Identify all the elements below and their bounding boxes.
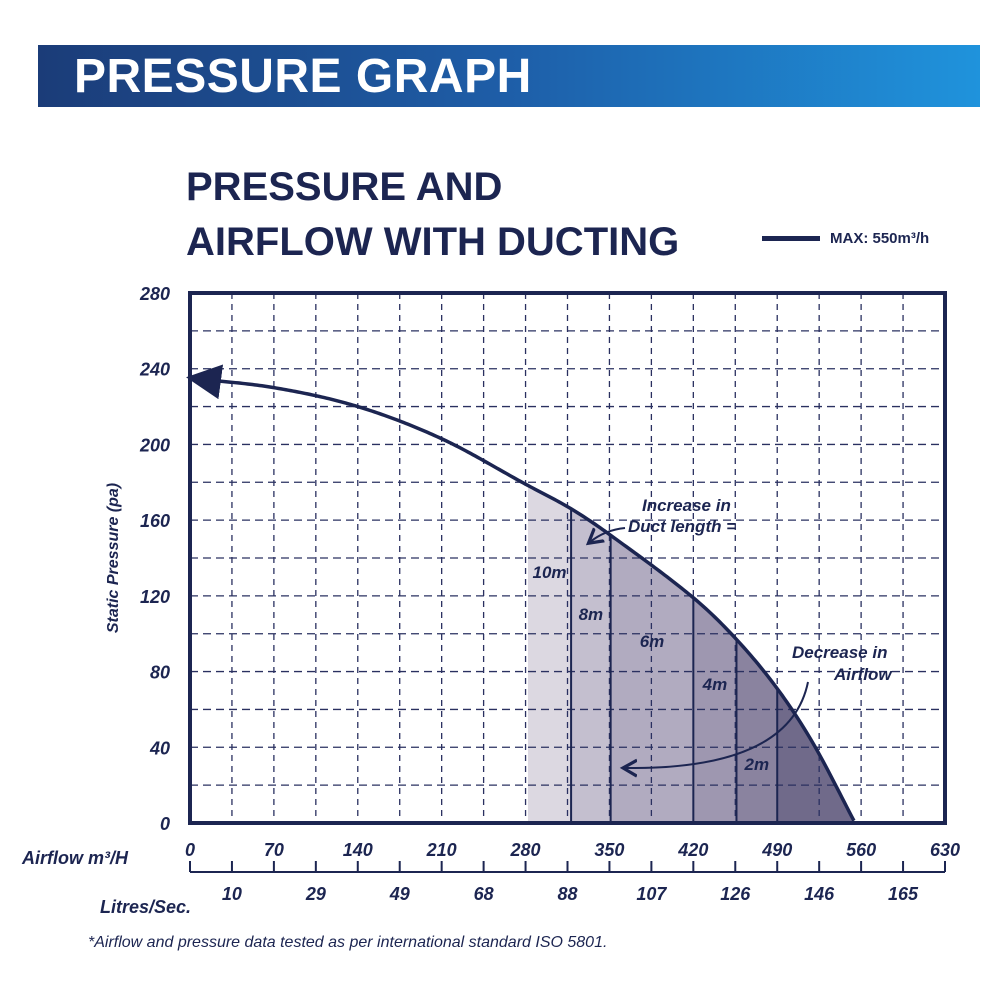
x-tick-label: 490	[761, 840, 792, 860]
legend-label: MAX: 550m³/h	[830, 230, 930, 247]
footnote: *Airflow and pressure data tested as per…	[88, 934, 608, 951]
pressure-curve	[189, 376, 856, 822]
legend: MAX: 550m³/h	[762, 230, 929, 247]
x2-tick-label: 49	[389, 884, 410, 904]
x2-tick-label: 126	[720, 884, 751, 904]
annotation-increase-2: Duct length =	[628, 517, 736, 536]
annotation-increase-1: Increase in	[642, 496, 731, 515]
y-tick-label: 0	[160, 814, 170, 834]
band-label: 8m	[579, 605, 604, 624]
band-label: 2m	[744, 755, 770, 774]
y-tick-label: 200	[139, 435, 170, 455]
decrease-arrow	[625, 681, 809, 768]
duct-band	[571, 508, 611, 823]
x2-axis-label: Litres/Sec.	[100, 897, 191, 917]
y-tick-label: 120	[140, 587, 170, 607]
y-axis-label: Static Pressure (pa)	[105, 483, 122, 633]
x-tick-label: 140	[343, 840, 373, 860]
chart-title-line1: PRESSURE AND	[186, 165, 503, 209]
x-tick-label: 0	[185, 840, 195, 860]
x2-tick-label: 68	[474, 884, 494, 904]
duct-band	[736, 639, 778, 823]
x2-tick-label: 88	[557, 884, 577, 904]
x-tick-label: 210	[426, 840, 457, 860]
x2-tick-label: 146	[804, 884, 835, 904]
y-tick-label: 40	[149, 738, 170, 758]
y-tick-label: 240	[139, 360, 170, 380]
annotation-decrease-2: Airflow	[833, 665, 893, 684]
annotation-decrease-1: Decrease in	[792, 643, 887, 662]
x-tick-label: 420	[677, 840, 708, 860]
plot-frame	[188, 291, 947, 825]
y-tick-label: 160	[140, 511, 170, 531]
duct-band	[777, 688, 856, 823]
y-tick-label: 280	[139, 284, 170, 304]
x-tick-label: 630	[930, 840, 960, 860]
band-label: 4m	[702, 675, 728, 694]
x2-tick-label: 29	[305, 884, 326, 904]
header-banner: PRESSURE GRAPH	[38, 45, 980, 107]
legend-line	[762, 236, 820, 241]
duct-band	[693, 597, 737, 823]
x2-tick-label: 165	[888, 884, 919, 904]
band-label: 10m	[533, 563, 567, 582]
band-label: 6m	[640, 632, 665, 651]
x2-tick-label: 10	[222, 884, 242, 904]
x-tick-label: 560	[846, 840, 876, 860]
x-axis-label: Airflow m³/H	[21, 848, 129, 868]
x-tick-label: 280	[510, 840, 541, 860]
chart-title-line2: AIRFLOW WITH DUCTING	[186, 220, 680, 264]
x-tick-label: 70	[264, 840, 284, 860]
duct-band	[527, 485, 572, 823]
x2-tick-label: 107	[636, 884, 667, 904]
increase-arrow	[590, 527, 626, 542]
x-tick-label: 350	[594, 840, 624, 860]
curve-arrowhead	[186, 364, 224, 400]
banner-title: PRESSURE GRAPH	[74, 50, 532, 103]
y-tick-label: 80	[150, 663, 170, 683]
